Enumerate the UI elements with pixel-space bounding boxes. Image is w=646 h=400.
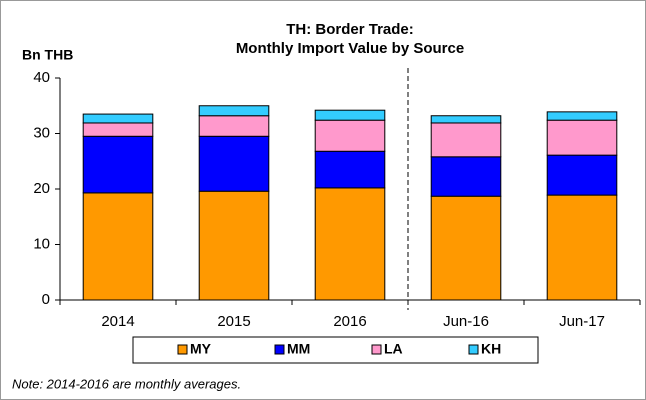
bar-segment bbox=[430, 115, 502, 124]
bar-segment bbox=[198, 135, 270, 192]
legend-swatch bbox=[468, 344, 479, 355]
y-tick-label: 40 bbox=[33, 69, 50, 86]
bar-segment bbox=[198, 190, 270, 301]
bar-segment bbox=[546, 111, 618, 121]
bar-segment bbox=[198, 105, 270, 117]
bar-segment bbox=[82, 192, 154, 301]
bar-segment bbox=[430, 195, 502, 301]
y-tick-label: 20 bbox=[33, 180, 50, 197]
bar-segment bbox=[314, 119, 386, 152]
bar-segment bbox=[314, 109, 386, 121]
legend-label: MY bbox=[190, 341, 212, 357]
y-tick-label: 10 bbox=[33, 235, 50, 252]
x-tick-label: 2014 bbox=[101, 313, 134, 330]
legend-label: KH bbox=[481, 341, 501, 357]
x-tick-label: Jun-16 bbox=[443, 313, 489, 330]
x-tick-label: 2015 bbox=[217, 313, 250, 330]
note: Note: 2014-2016 are monthly averages. bbox=[12, 376, 241, 391]
legend-swatch bbox=[371, 344, 382, 355]
bar-segment bbox=[82, 122, 154, 137]
x-tick-label: 2016 bbox=[333, 313, 366, 330]
bar-segment bbox=[82, 113, 154, 124]
y-tick-label: 30 bbox=[33, 124, 50, 141]
chart-subtitle: Monthly Import Value by Source bbox=[236, 40, 464, 57]
bar-segment bbox=[82, 135, 154, 194]
bar-segment bbox=[314, 150, 386, 189]
legend-swatch bbox=[177, 344, 188, 355]
chart-title: TH: Border Trade: bbox=[286, 21, 414, 38]
bar-segment bbox=[430, 122, 502, 158]
bar-segment bbox=[546, 119, 618, 156]
y-tick-label: 0 bbox=[42, 291, 50, 308]
bar-segment bbox=[546, 154, 618, 196]
bar-segment bbox=[546, 194, 618, 301]
legend-label: LA bbox=[384, 341, 403, 357]
x-tick-label: Jun-17 bbox=[559, 313, 605, 330]
y-axis-label: Bn THB bbox=[22, 47, 73, 63]
bar-segment bbox=[430, 156, 502, 197]
legend-label: MM bbox=[287, 341, 310, 357]
bar-segment bbox=[198, 115, 270, 137]
legend-swatch bbox=[274, 344, 285, 355]
bar-segment bbox=[314, 187, 386, 301]
